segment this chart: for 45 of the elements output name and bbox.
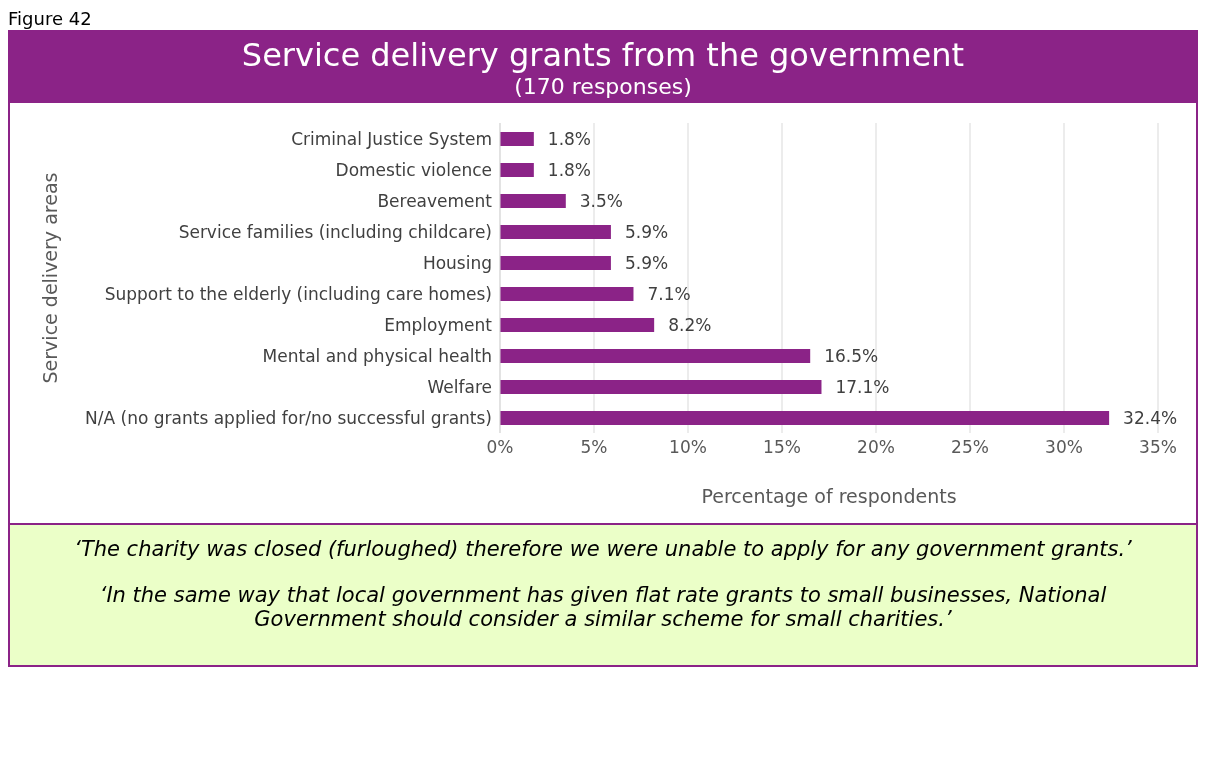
bar xyxy=(500,225,611,239)
data-label: 3.5% xyxy=(579,191,623,212)
x-tick-label: 35% xyxy=(1139,437,1177,458)
bar xyxy=(500,163,534,177)
data-label: 7.1% xyxy=(647,284,691,305)
x-tick-label: 15% xyxy=(763,437,801,458)
data-label: 5.9% xyxy=(624,253,669,274)
y-tick-label: Employment xyxy=(384,314,493,335)
text: ‘The charity was closed (furloughed) therefore we were unable to apply for any government grants.’ xyxy=(73,537,1133,561)
data-label: 16.5% xyxy=(824,346,879,367)
y-tick-label: N/A (no grants applied for/no successful grants) xyxy=(85,407,492,428)
x-tick-label: 0% xyxy=(486,437,514,458)
x-tick-label: 20% xyxy=(857,437,895,458)
x-tick-label: 25% xyxy=(951,437,989,458)
bar xyxy=(500,194,566,208)
x-tick-label: 30% xyxy=(1045,437,1083,458)
data-label: 17.1% xyxy=(835,377,890,398)
bar xyxy=(500,411,1110,425)
chart-title: Service delivery grants from the government xyxy=(240,36,966,74)
y-tick-label: Mental and physical health xyxy=(262,345,492,366)
y-tick-label: Welfare xyxy=(427,376,492,397)
y-tick-label: Support to the elderly (including care homes) xyxy=(104,283,492,304)
text: ‘In the same way that local government has given flat rate grants to small businesses, National Government should consider a similar scheme for small charities.’ xyxy=(98,583,1108,631)
caption: Figure 42 xyxy=(8,8,93,30)
y-tick-label: Bereavement xyxy=(377,190,493,211)
x-tick-label: 5% xyxy=(580,437,608,458)
chart-subtitle: (170 responses) xyxy=(513,74,693,99)
data-label: 8.2% xyxy=(668,315,712,336)
data-label: 1.8% xyxy=(547,129,592,150)
bar xyxy=(500,349,811,363)
y-tick-label: Criminal Justice System xyxy=(291,128,492,149)
y-tick-label: Service families (including childcare) xyxy=(178,221,492,242)
y-axis-title: Service delivery areas xyxy=(38,172,61,384)
data-label: 1.8% xyxy=(547,160,592,181)
bar xyxy=(500,287,634,301)
bar xyxy=(500,132,534,146)
data-label: 5.9% xyxy=(624,222,669,243)
y-tick-label: Domestic violence xyxy=(335,159,492,180)
x-axis-title: Percentage of respondents xyxy=(701,485,957,507)
bar xyxy=(500,318,655,332)
bar xyxy=(500,256,611,270)
data-label: 32.4% xyxy=(1123,408,1178,429)
bar xyxy=(500,380,822,394)
y-tick-label: Housing xyxy=(422,252,492,273)
x-tick-label: 10% xyxy=(669,437,707,458)
